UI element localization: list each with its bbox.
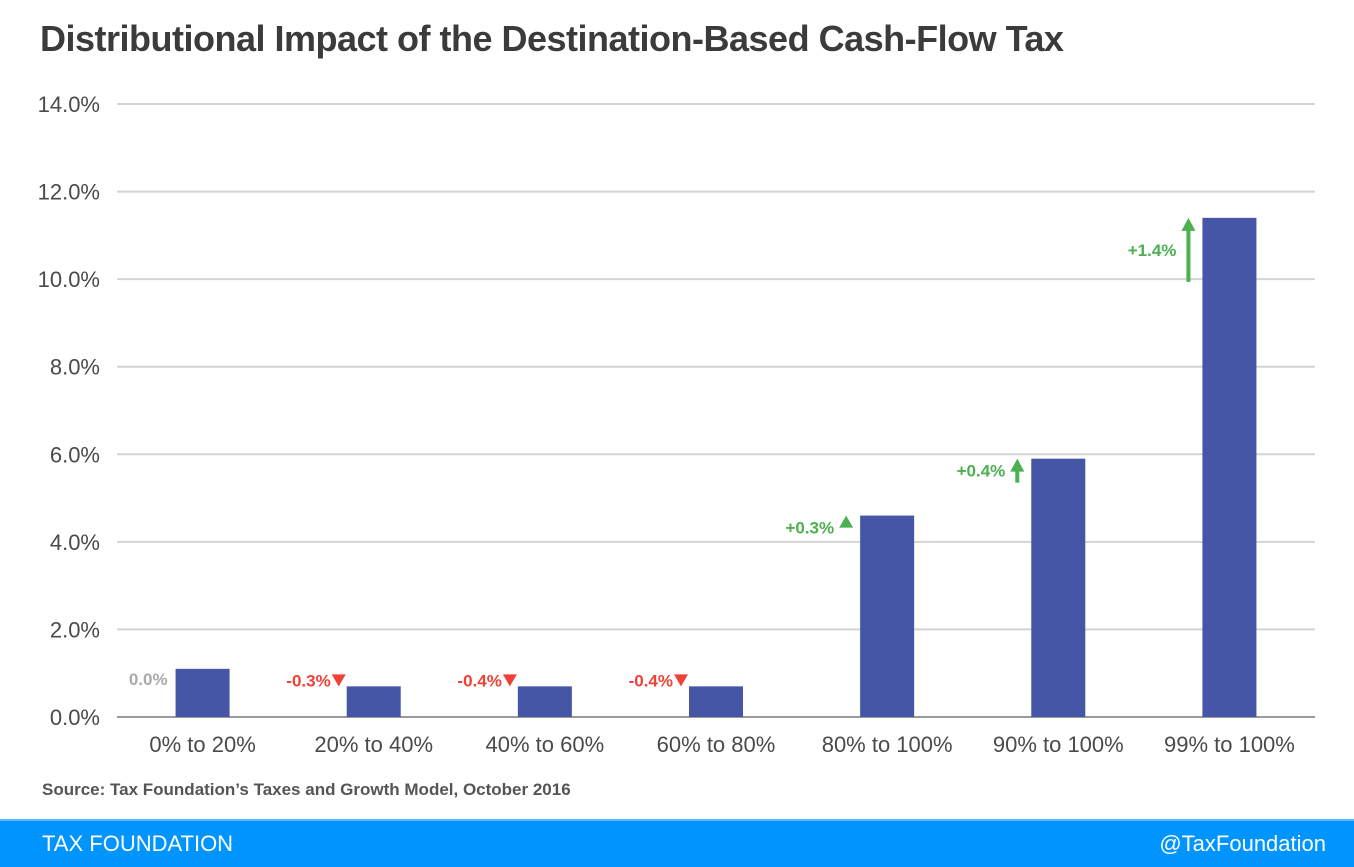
x-tick-label: 99% to 100% [1164,732,1295,757]
y-tick-label: 2.0% [50,617,100,642]
x-tick-label: 20% to 40% [314,732,433,757]
bar [346,686,401,717]
bar-chart: 0.0% 2.0% 4.0% 6.0% 8.0% 10.0% 12.0% 14.0% 0% to… [38,92,1315,757]
bar [689,686,743,717]
bar [1031,458,1086,717]
y-tick-label: 6.0% [50,442,100,467]
change-label: +0.4% [957,462,1006,481]
x-tick-label: 0% to 20% [149,732,255,757]
x-tick-label: 60% to 80% [657,732,776,757]
change-label: -0.4% [629,671,673,690]
y-tick-label: 10.0% [38,267,100,292]
up-arrow-icon [1010,458,1025,472]
x-tick-label: 40% to 60% [486,732,605,757]
up-arrow-icon [839,515,854,528]
source-note: Source: Tax Foundation’s Taxes and Growt… [42,780,571,799]
footer-bar: TAX FOUNDATION @TaxFoundation [0,819,1354,867]
chart-title: Distributional Impact of the Destination… [40,18,1064,59]
bar [860,515,915,717]
down-arrow-icon [331,674,346,687]
bar [175,668,230,717]
change-label: -0.4% [457,671,501,690]
y-tick-label: 4.0% [50,530,100,555]
down-arrow-icon [674,674,688,687]
footer-brand: TAX FOUNDATION [42,831,234,856]
x-tick-label: 90% to 100% [993,732,1124,757]
down-arrow-icon [502,674,517,687]
up-arrow-icon [1181,217,1196,231]
footer-handle: @TaxFoundation [1159,831,1326,856]
change-label: +0.3% [785,519,834,538]
x-tick-label: 80% to 100% [822,732,953,757]
y-tick-label: 12.0% [38,180,100,205]
change-label: -0.3% [286,671,330,690]
bar [1202,217,1257,718]
change-label: +1.4% [1128,241,1177,260]
change-label: 0.0% [129,670,168,689]
y-tick-label: 8.0% [50,355,100,380]
y-tick-label: 14.0% [38,92,100,117]
bar [517,686,572,717]
y-tick-label: 0.0% [50,705,100,730]
